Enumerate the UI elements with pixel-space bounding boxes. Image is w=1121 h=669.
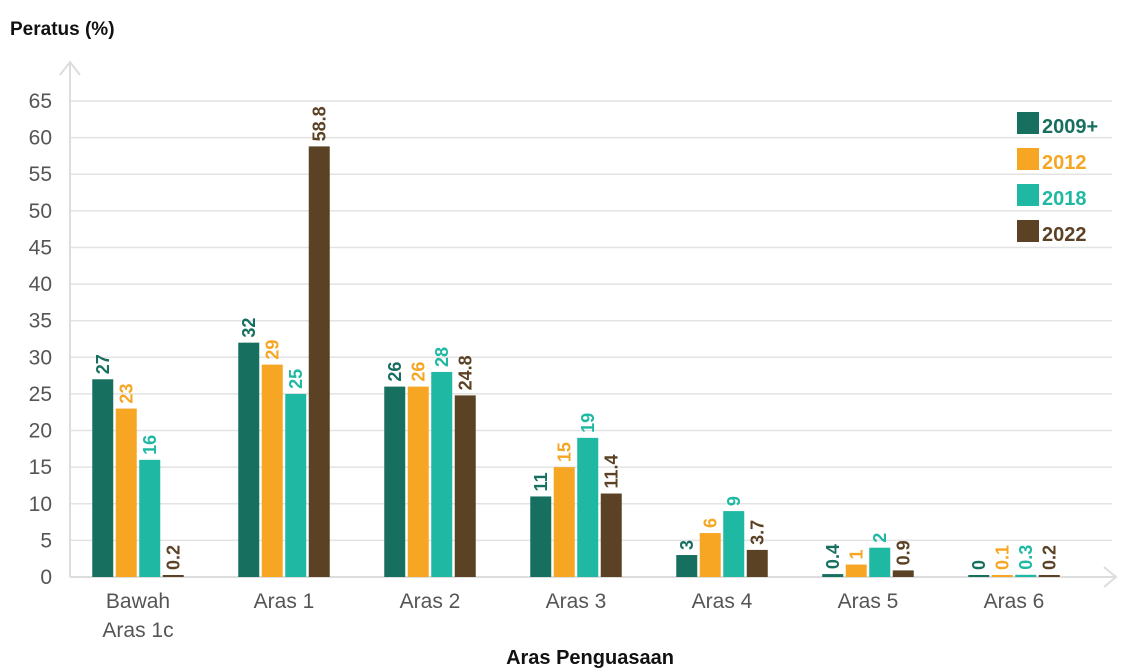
bar-value-label: 0.4 [823, 544, 843, 569]
bar-value-label: 25 [286, 369, 306, 389]
bar [454, 395, 476, 577]
bar [869, 547, 891, 577]
bar [92, 379, 114, 577]
legend-swatch [1017, 148, 1039, 170]
bar [238, 342, 260, 577]
bar-value-label: 0 [969, 560, 989, 570]
bar-value-label: 15 [554, 442, 574, 462]
bar [600, 493, 622, 577]
bar-value-label: 3 [677, 540, 697, 550]
bar-value-label: 0.1 [992, 545, 1012, 570]
bar [162, 575, 184, 577]
x-category-label: Aras 3 [546, 590, 607, 613]
y-axis-line [59, 60, 81, 577]
bar [115, 408, 137, 577]
bar [723, 511, 745, 577]
bar [968, 575, 990, 577]
bar-value-label: 0.2 [163, 545, 183, 570]
y-tick-label: 35 [29, 310, 52, 333]
bar-value-label: 6 [700, 518, 720, 528]
legend-swatch [1017, 220, 1039, 242]
bar [384, 386, 406, 577]
legend-swatch [1017, 112, 1039, 134]
bar [746, 549, 768, 577]
y-tick-label: 45 [29, 236, 52, 259]
y-axis-title: Peratus (%) [10, 19, 115, 40]
y-tick-label: 5 [40, 529, 52, 552]
y-tick-label: 10 [29, 493, 52, 516]
y-tick-label: 0 [40, 566, 52, 589]
bar [261, 364, 283, 577]
bar [553, 467, 575, 577]
axis-layer: Peratus (%) Aras Penguasaan 051015202530… [10, 19, 1118, 669]
y-tick-label: 25 [29, 383, 52, 406]
bar-value-label: 32 [239, 318, 259, 338]
bar-value-label: 23 [116, 384, 136, 404]
x-category-label: Bawah [106, 590, 170, 613]
legend-label: 2018 [1042, 188, 1087, 210]
legend-label: 2012 [1042, 152, 1087, 174]
x-category-label: Aras 4 [692, 590, 753, 613]
legend-label: 2022 [1042, 224, 1087, 246]
bar-value-label: 29 [262, 340, 282, 360]
bar-value-label: 58.8 [309, 106, 329, 141]
bar [431, 371, 453, 577]
bar-value-label: 26 [408, 362, 428, 382]
y-tick-label: 30 [29, 346, 52, 369]
bar [699, 533, 721, 577]
x-category-label: Aras 6 [984, 590, 1045, 613]
bar [530, 496, 552, 577]
bar [407, 386, 429, 577]
bar-value-label: 24.8 [455, 355, 475, 390]
y-tick-label: 50 [29, 200, 52, 223]
bar-value-label: 2 [870, 533, 890, 543]
x-axis-title: Aras Penguasaan [506, 647, 674, 669]
bar [676, 555, 698, 577]
bar [892, 570, 914, 577]
bar [139, 459, 161, 577]
bar [991, 575, 1013, 577]
legend: 2009+ 2012 2018 2022 [1017, 112, 1098, 246]
bar-value-label: 26 [385, 362, 405, 382]
bars-layer [92, 146, 1060, 577]
y-tick-label: 55 [29, 163, 52, 186]
legend-label: 2009+ [1042, 116, 1098, 138]
bar-value-label: 9 [724, 496, 744, 506]
bar [1015, 574, 1037, 577]
bar-value-label: 27 [93, 354, 113, 374]
y-tick-label: 65 [29, 90, 52, 113]
bar [822, 574, 844, 577]
bar [577, 437, 599, 577]
bar-value-label: 0.9 [893, 540, 913, 565]
bar-value-label: 11 [531, 472, 551, 491]
bar-value-label: 3.7 [747, 520, 767, 545]
bar-value-label: 28 [432, 347, 452, 367]
bar-value-label: 1 [846, 550, 866, 560]
bar-value-label: 0.3 [1016, 545, 1036, 570]
bar-value-label: 19 [578, 413, 598, 433]
bar [845, 564, 867, 577]
x-category-label: Aras 2 [400, 590, 461, 613]
bar [308, 146, 330, 577]
x-category-label: Aras 1 [254, 590, 315, 613]
bar-value-label: 16 [140, 435, 160, 455]
y-tick-label: 20 [29, 420, 52, 443]
y-tick-label: 40 [29, 273, 52, 296]
x-category-label: Aras 1c [102, 619, 173, 642]
bar [285, 393, 307, 577]
x-category-label: Aras 5 [838, 590, 899, 613]
y-tick-label: 15 [29, 456, 52, 479]
legend-swatch [1017, 184, 1039, 206]
bar-value-label: 0.2 [1039, 545, 1059, 570]
bar-value-label: 11.4 [601, 454, 621, 488]
bar [1038, 575, 1060, 577]
y-tick-label: 60 [29, 127, 52, 150]
